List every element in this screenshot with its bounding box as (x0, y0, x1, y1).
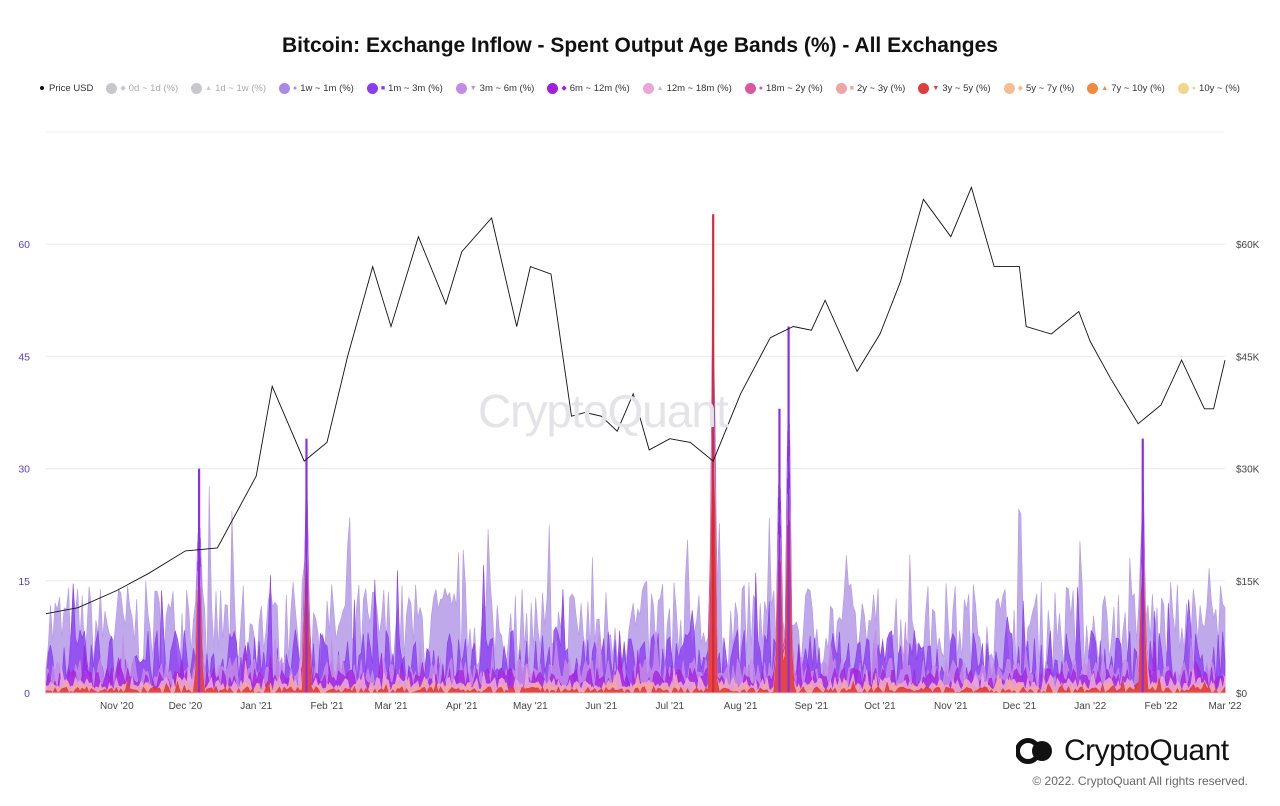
y-right-tick-label: $30K (1236, 465, 1260, 476)
legend-item[interactable]: ▼ 3y ~ 5y (%) (918, 82, 991, 94)
y-left-tick-label: 0 (24, 688, 30, 700)
y-right-tick-label: $15K (1236, 577, 1260, 588)
legend-marker-icon: ◆ (120, 84, 126, 92)
legend-item[interactable]: ● 1w ~ 1m (%) (279, 82, 354, 94)
copyright-text: © 2022. CryptoQuant All rights reserved. (1032, 774, 1248, 788)
legend-swatch-icon (1177, 82, 1189, 94)
legend-swatch-icon (191, 82, 203, 94)
x-tick-label: Feb '21 (311, 701, 344, 712)
legend-marker-icon: ▲ (205, 84, 213, 92)
legend-label: 1d ~ 1w (%) (215, 82, 267, 94)
legend-swatch-icon (1003, 82, 1015, 94)
y-right-tick-label: $60K (1236, 240, 1260, 251)
x-tick-label: Apr '21 (446, 701, 478, 712)
legend-swatch-icon (279, 82, 291, 94)
x-tick-label: Sep '21 (795, 701, 829, 712)
legend-marker-icon: ▲ (656, 84, 664, 92)
legend-item[interactable]: ▼ 3m ~ 6m (%) (455, 82, 535, 94)
legend-label: 1w ~ 1m (%) (300, 82, 354, 94)
x-tick-label: Mar '21 (374, 701, 407, 712)
legend-item[interactable]: ● 18m ~ 2y (%) (744, 82, 823, 94)
legend-swatch-icon (366, 82, 378, 94)
legend-swatch-icon (1087, 82, 1099, 94)
legend-swatch-icon (835, 82, 847, 94)
legend-swatch-icon (918, 82, 930, 94)
legend-item[interactable]: ▲ 7y ~ 10y (%) (1087, 82, 1165, 94)
legend-label: 6m ~ 12m (%) (569, 82, 630, 94)
legend-label: 7y ~ 10y (%) (1111, 82, 1165, 94)
legend-label: 12m ~ 18m (%) (666, 82, 732, 94)
legend-item[interactable]: ■ 1m ~ 3m (%) (366, 82, 443, 94)
x-tick-label: Jul '21 (655, 701, 684, 712)
x-tick-label: Feb '22 (1144, 701, 1177, 712)
legend-marker-icon: ▲ (1101, 84, 1109, 92)
chart-title: Bitcoin: Exchange Inflow - Spent Output … (282, 34, 998, 57)
y-right-tick-label: $45K (1236, 352, 1260, 363)
legend-marker-icon: ● (1191, 84, 1197, 92)
x-tick-label: Oct '21 (864, 701, 896, 712)
legend-swatch-icon (547, 82, 559, 94)
legend-marker-icon: ▼ (469, 84, 477, 92)
legend-item[interactable]: ▲ 1d ~ 1w (%) (191, 82, 267, 94)
watermark: CryptoQuant (478, 385, 729, 437)
legend-item[interactable]: ■ 2y ~ 3y (%) (835, 82, 906, 94)
legend-marker-icon: ◆ (1017, 84, 1023, 92)
legend-marker-icon: ■ (380, 84, 386, 92)
x-tick-label: Dec '21 (1003, 701, 1037, 712)
price-line (45, 186, 1226, 615)
x-tick-label: Aug '21 (724, 701, 758, 712)
legend-label: 1m ~ 3m (%) (388, 82, 443, 94)
legend-swatch-icon (642, 82, 654, 94)
legend-marker-icon: ◆ (561, 84, 567, 92)
x-tick-label: Nov '20 (100, 701, 134, 712)
y-left-tick-label: 45 (18, 351, 30, 363)
cryptoquant-logo-icon (1016, 738, 1052, 764)
legend-swatch-icon (744, 82, 756, 94)
legend-item[interactable]: ◆ 6m ~ 12m (%) (547, 82, 630, 94)
x-tick-label: Jun '21 (585, 701, 617, 712)
legend-label: 3m ~ 6m (%) (479, 82, 535, 94)
x-tick-label: Jan '22 (1074, 701, 1106, 712)
legend-item[interactable]: ◆ 5y ~ 7y (%) (1003, 82, 1075, 94)
y-left-tick-label: 30 (18, 464, 30, 476)
legend-label: 18m ~ 2y (%) (766, 82, 823, 94)
legend-marker-icon: ● (758, 84, 763, 92)
legend-label: 5y ~ 7y (%) (1025, 82, 1075, 94)
y-left-tick-label: 60 (18, 239, 30, 251)
legend-marker-icon: ■ (849, 84, 854, 92)
x-tick-label: May '21 (513, 701, 548, 712)
legend-item[interactable]: ▲ 12m ~ 18m (%) (642, 82, 732, 94)
x-tick-label: Jan '21 (240, 701, 272, 712)
legend-swatch-icon (106, 82, 118, 94)
band-area-5 (45, 406, 1226, 695)
y-left-tick-label: 15 (18, 576, 30, 588)
legend: Price USD ◆ 0d ~ 1d (%) ▲ 1d ~ 1w (%) ● 1w ~ 1… (0, 79, 1280, 97)
y-right-tick-label: $0 (1236, 689, 1248, 700)
x-tick-label: Mar '22 (1208, 701, 1241, 712)
legend-label: 10y ~ (%) (1199, 82, 1240, 94)
legend-label: 2y ~ 3y (%) (857, 82, 906, 94)
legend-label: 0d ~ 1d (%) (128, 82, 179, 94)
legend-marker-icon: ● (293, 84, 298, 92)
legend-dot-icon (40, 86, 45, 90)
legend-item[interactable]: ● 10y ~ (%) (1177, 82, 1240, 94)
x-tick-label: Dec '20 (169, 701, 203, 712)
band-area-0 (45, 283, 1226, 694)
legend-label: Price USD (49, 82, 94, 94)
x-tick-label: Nov '21 (934, 701, 968, 712)
legend-label: 3y ~ 5y (%) (942, 82, 991, 94)
legend-swatch-icon (455, 82, 467, 94)
legend-marker-icon: ▼ (932, 84, 940, 92)
brand-logo: CryptoQuant (1016, 734, 1229, 768)
brand-name: CryptoQuant (1064, 734, 1229, 767)
legend-item[interactable]: Price USD (40, 83, 93, 94)
legend-item[interactable]: ◆ 0d ~ 1d (%) (106, 82, 179, 94)
